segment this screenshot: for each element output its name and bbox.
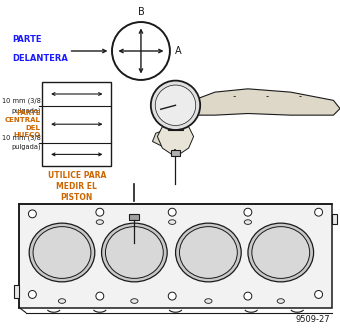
Ellipse shape (58, 299, 66, 303)
Ellipse shape (248, 223, 313, 282)
Ellipse shape (244, 220, 252, 224)
Polygon shape (157, 127, 193, 155)
Ellipse shape (277, 299, 284, 303)
Bar (171, 150, 180, 156)
Ellipse shape (33, 227, 91, 278)
Text: DELANTERA: DELANTERA (13, 54, 69, 63)
Ellipse shape (105, 227, 163, 278)
Circle shape (168, 292, 176, 300)
Text: 9509-27: 9509-27 (295, 315, 330, 324)
Circle shape (96, 208, 104, 216)
Circle shape (96, 292, 104, 300)
Circle shape (244, 292, 252, 300)
Circle shape (168, 208, 176, 216)
Ellipse shape (96, 220, 103, 224)
Polygon shape (152, 128, 179, 146)
Text: PARTE: PARTE (13, 35, 42, 44)
Ellipse shape (205, 299, 212, 303)
Polygon shape (332, 214, 337, 224)
Ellipse shape (29, 223, 95, 282)
Text: 10 mm (3/8: 10 mm (3/8 (2, 97, 40, 104)
Text: UTILICE PARA
MEDIR EL
PISTON: UTILICE PARA MEDIR EL PISTON (48, 171, 106, 202)
Polygon shape (14, 285, 19, 298)
Text: PARTE
CENTRAL
DEL
HUECO: PARTE CENTRAL DEL HUECO (5, 110, 40, 139)
Ellipse shape (102, 223, 167, 282)
Text: 10 mm (3/8: 10 mm (3/8 (2, 134, 40, 141)
Circle shape (29, 210, 36, 218)
Text: pulgada): pulgada) (11, 144, 40, 150)
Circle shape (29, 291, 36, 298)
Circle shape (155, 85, 196, 125)
Bar (168, 110, 183, 130)
Text: A: A (175, 46, 182, 56)
Bar (130, 214, 139, 220)
Bar (42, 82, 111, 166)
Ellipse shape (175, 223, 241, 282)
Text: B: B (138, 7, 144, 17)
Ellipse shape (169, 220, 176, 224)
Circle shape (314, 291, 323, 298)
Bar (19, 204, 332, 308)
Circle shape (314, 208, 323, 216)
Circle shape (244, 208, 252, 216)
Text: pulgada): pulgada) (11, 107, 40, 114)
Ellipse shape (131, 299, 138, 303)
Ellipse shape (252, 227, 310, 278)
Polygon shape (189, 89, 340, 115)
Ellipse shape (180, 227, 237, 278)
Circle shape (151, 81, 200, 130)
